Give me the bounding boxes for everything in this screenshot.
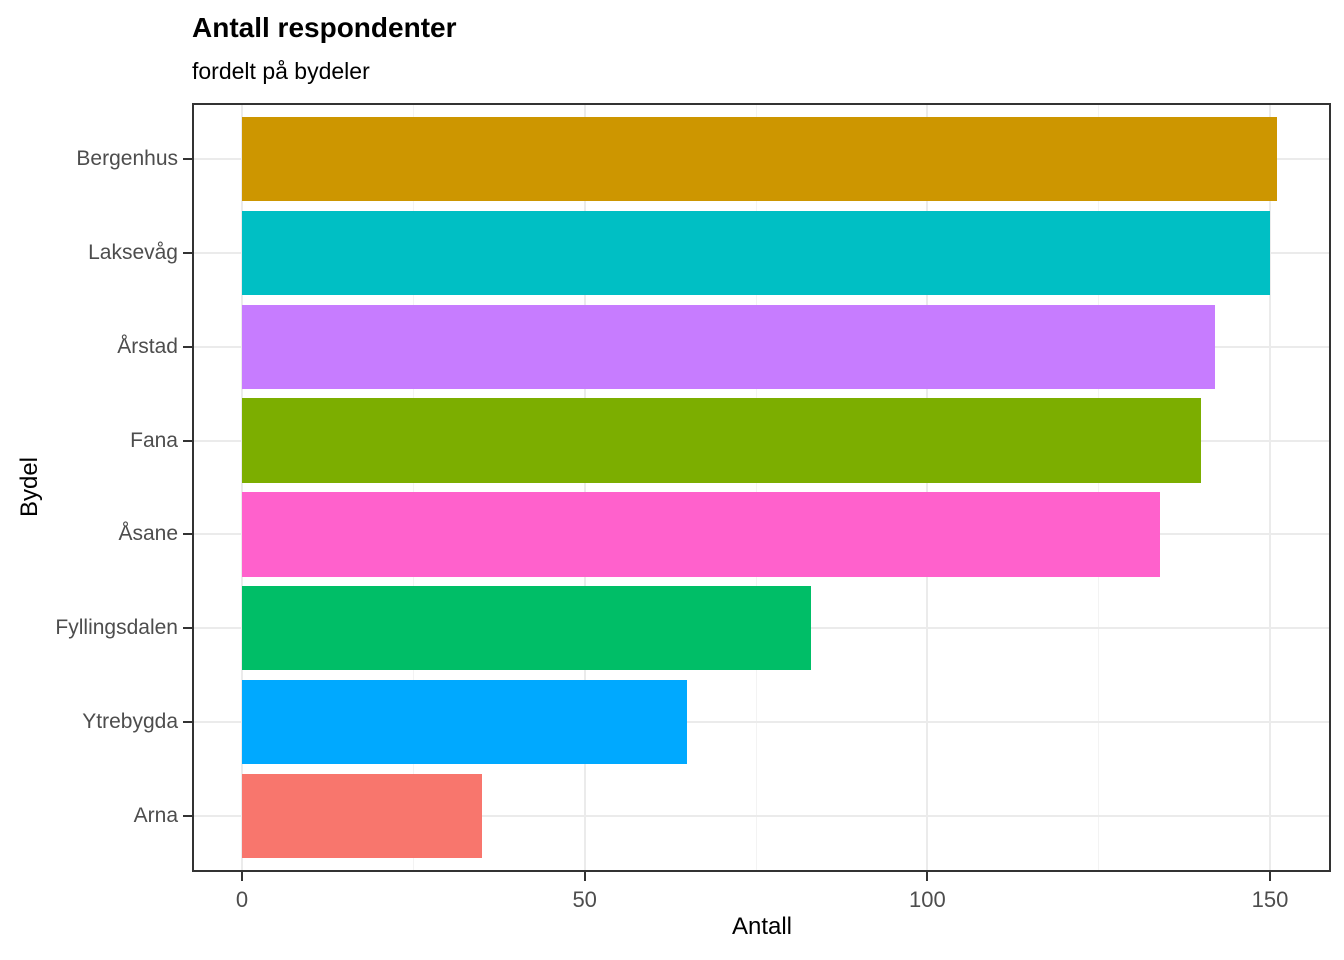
y-tick-mark [183, 252, 192, 255]
x-tick-mark [1269, 872, 1271, 881]
y-axis-title: Bydel [16, 456, 43, 518]
y-tick-mark [183, 345, 192, 348]
y-tick-label: Arna [133, 803, 178, 827]
gridline-major-x [241, 103, 244, 872]
bar-fyllingsdalen [242, 585, 811, 671]
y-tick-label: Laksevåg [88, 241, 178, 265]
y-tick-label: Årstad [117, 334, 178, 358]
bar-laksevåg [242, 210, 1270, 296]
gridline-major-y [192, 814, 1331, 817]
y-tick-mark [183, 627, 192, 630]
gridline-major-x [583, 103, 586, 872]
y-tick-label: Åsane [118, 522, 178, 546]
x-tick-mark [583, 872, 586, 881]
bar-bergenhus [242, 117, 1277, 202]
bar-ytrebygda [242, 679, 688, 765]
gridline-major-x [926, 103, 929, 872]
bar-årstad [242, 304, 1216, 390]
bar-arna [242, 773, 482, 858]
gridline-major-x [1269, 103, 1271, 872]
x-tick-label: 50 [572, 887, 597, 912]
y-tick-mark [183, 814, 192, 817]
gridline-major-y [192, 720, 1331, 723]
bar-fana [242, 398, 1202, 483]
y-tick-mark [183, 439, 192, 442]
chart-title: Antall respondenter [192, 12, 457, 43]
y-tick-label: Fana [130, 428, 178, 452]
x-tick-label: 0 [235, 887, 249, 912]
x-tick-mark [926, 872, 929, 881]
plot-panel [192, 103, 1331, 872]
gridline-minor-x [412, 103, 414, 872]
gridline-minor-x [1098, 103, 1100, 872]
y-tick-label: Fyllingsdalen [55, 616, 178, 640]
y-tick-label: Bergenhus [76, 147, 178, 171]
chart-subtitle: fordelt på bydeler [192, 58, 370, 84]
y-tick-mark [183, 158, 192, 161]
x-tick-mark [241, 872, 244, 881]
y-tick-mark [183, 720, 192, 723]
y-tick-mark [183, 533, 192, 536]
x-tick-label: 100 [908, 887, 946, 912]
x-tick-label: 150 [1251, 887, 1289, 912]
x-axis-title: Antall [731, 913, 793, 940]
bar-åsane [242, 492, 1161, 577]
y-tick-label: Ytrebygda [82, 709, 178, 733]
gridline-minor-x [755, 103, 757, 872]
